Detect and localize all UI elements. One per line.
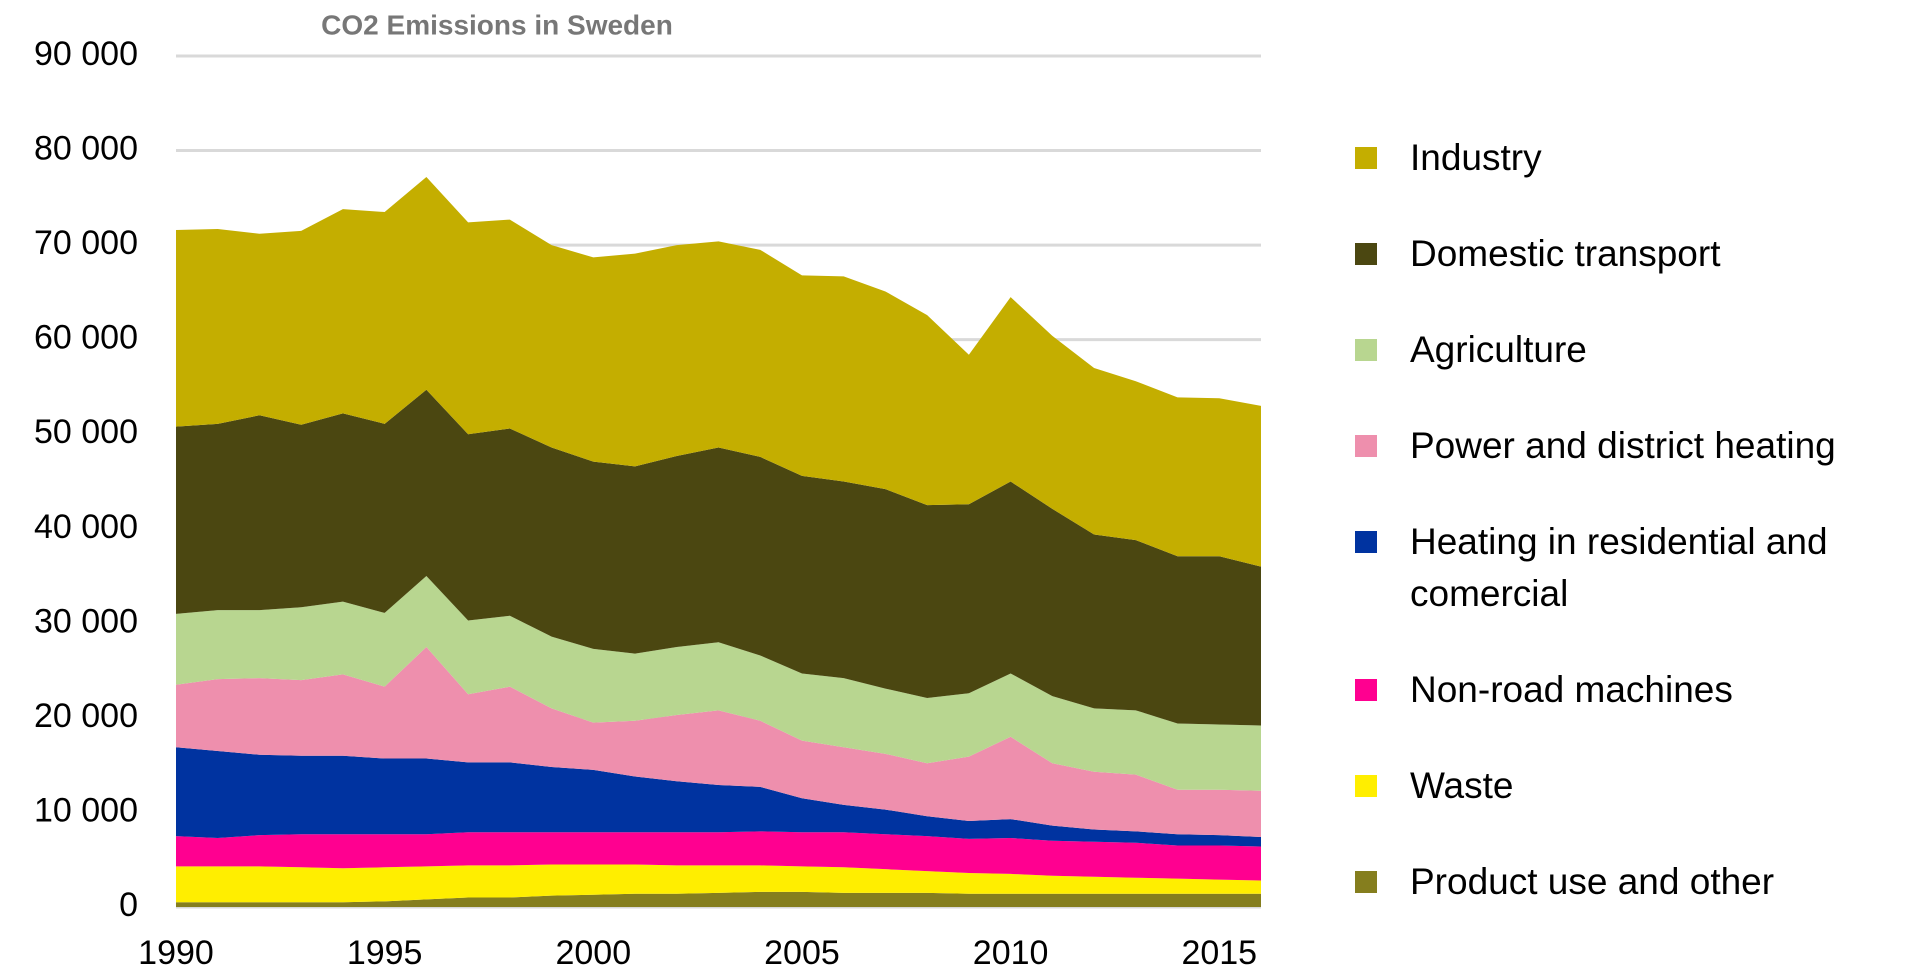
y-tick-label: 90 000	[34, 35, 138, 73]
y-tick-label: 40 000	[34, 508, 138, 546]
y-tick-label: 80 000	[34, 130, 138, 168]
y-tick-label: 10 000	[34, 791, 138, 829]
x-tick-label: 2000	[555, 934, 631, 970]
legend-label: Heating in residential and comercial	[1410, 521, 1828, 614]
legend-swatch	[1355, 339, 1377, 361]
legend-label: Product use and other	[1410, 861, 1775, 902]
area	[176, 389, 1261, 726]
legend: Industry Domestic transport Agriculture Pow…	[1355, 132, 1836, 908]
legend-swatch	[1355, 679, 1377, 701]
area	[176, 646, 1261, 838]
area	[176, 747, 1261, 847]
legend-swatch	[1355, 243, 1377, 265]
area	[176, 177, 1261, 567]
legend-label: Industry	[1410, 137, 1542, 178]
legend-swatch	[1355, 531, 1377, 553]
area	[176, 864, 1261, 903]
legend-item: Non-road machines	[1355, 664, 1836, 716]
area	[176, 891, 1261, 907]
legend-item: Agriculture	[1355, 324, 1836, 376]
chart-title: CO2 Emissions in Sweden	[321, 9, 673, 40]
legend-swatch	[1355, 435, 1377, 457]
legend-label: Domestic transport	[1410, 233, 1721, 274]
legend-label: Agriculture	[1410, 329, 1587, 370]
y-tick-label: 30 000	[34, 602, 138, 640]
legend-item: Industry	[1355, 132, 1836, 184]
legend-item: Waste	[1355, 760, 1836, 812]
x-tick-label: 1995	[347, 934, 423, 970]
x-tick-label: 2010	[973, 934, 1049, 970]
legend-swatch	[1355, 775, 1377, 797]
x-tick-label: 2015	[1181, 934, 1257, 970]
x-tick-label: 1990	[138, 934, 214, 970]
area	[176, 576, 1261, 791]
y-tick-label: 20 000	[34, 697, 138, 735]
y-tick-label: 50 000	[34, 413, 138, 451]
legend-swatch	[1355, 147, 1377, 169]
legend-item: Domestic transport	[1355, 228, 1836, 280]
legend-item: Power and district heating	[1355, 420, 1836, 472]
y-tick-label: 70 000	[34, 224, 138, 262]
y-tick-label: 0	[119, 886, 138, 924]
legend-label: Non-road machines	[1410, 669, 1733, 710]
legend-label: Power and district heating	[1410, 425, 1836, 466]
legend-item: Product use and other	[1355, 856, 1836, 908]
legend-item: Heating in residential and comercial	[1355, 516, 1836, 620]
y-tick-label: 60 000	[34, 319, 138, 357]
area	[176, 831, 1261, 881]
legend-label: Waste	[1410, 765, 1514, 806]
x-tick-label: 2005	[764, 934, 840, 970]
legend-swatch	[1355, 871, 1377, 893]
